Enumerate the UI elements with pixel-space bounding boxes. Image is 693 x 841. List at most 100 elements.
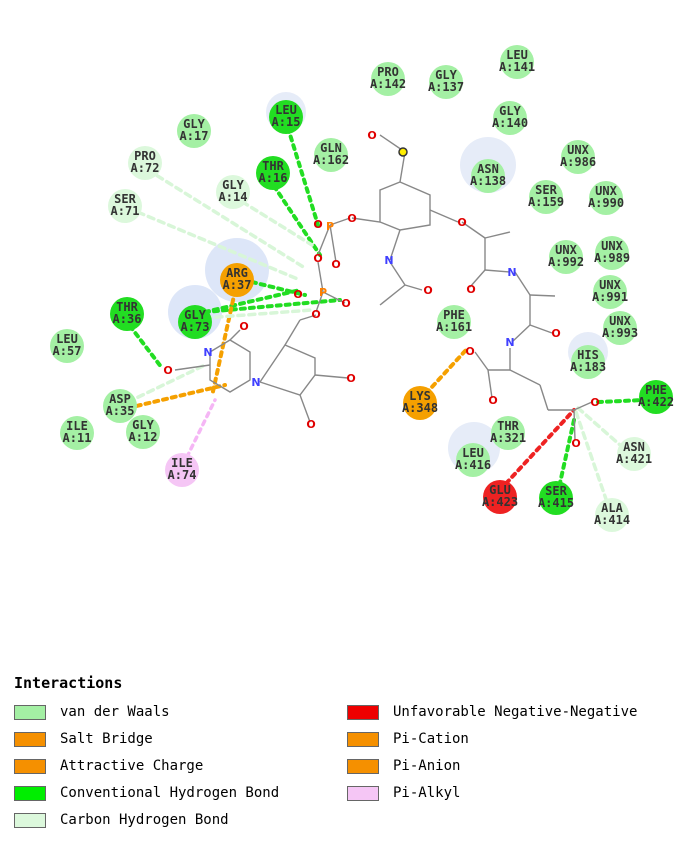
atom-o: O — [466, 283, 475, 296]
residue-chain-number: A:140 — [492, 116, 528, 130]
hbond-gly73-b — [203, 298, 342, 314]
interaction-lines — [126, 126, 647, 507]
legend: Interactions van der Waals Salt Bridge Att… — [14, 674, 693, 841]
hbond-ser415 — [556, 418, 576, 494]
residue-name: ARG — [226, 266, 248, 280]
residue-chain-number: A:14 — [219, 190, 248, 204]
residue-chain-number: A:17 — [180, 129, 209, 143]
residue-circle — [595, 236, 629, 270]
residue-circle — [571, 345, 605, 379]
residue-name: GLY — [499, 104, 521, 118]
legend-swatch — [14, 785, 46, 801]
residue-circle — [314, 138, 348, 172]
residue-circle — [456, 443, 490, 477]
residue-circle — [256, 156, 290, 190]
residue-circle — [617, 437, 651, 471]
residue-circle — [371, 62, 405, 96]
legend-swatch — [347, 704, 379, 720]
residue-chain-number: A:138 — [470, 174, 506, 188]
residue-name: SER — [545, 484, 567, 498]
glu-e — [509, 369, 541, 386]
legend-label: Pi-Cation — [393, 731, 469, 747]
chbond-ala414 — [574, 410, 610, 507]
legend-item: Attractive Charge — [14, 756, 203, 776]
residue-chain-number: A:15 — [272, 115, 301, 129]
atom-o: O — [423, 284, 432, 297]
hbond-phe422 — [596, 398, 647, 404]
glu-f — [539, 384, 549, 411]
residue-name: ILE — [66, 419, 88, 433]
residue-name: SER — [535, 183, 557, 197]
residue-circle — [539, 481, 573, 515]
atom-o: O — [347, 212, 356, 225]
chbond-gly73 — [203, 308, 314, 320]
atom-o: O — [341, 297, 350, 310]
residue-circle — [561, 140, 595, 174]
hbond-gly73-a — [203, 288, 302, 314]
residue-chain-number: A:142 — [370, 77, 406, 91]
residue-name: HIS — [577, 348, 599, 362]
residue-chain-number: A:162 — [313, 153, 349, 167]
atom-o: O — [457, 216, 466, 229]
residue-circle — [500, 45, 534, 79]
lactyl-n — [484, 269, 511, 273]
residue-circle — [177, 114, 211, 148]
residue-circle — [429, 65, 463, 99]
residue-chain-number: A:415 — [538, 496, 574, 510]
uracil-ring — [209, 339, 251, 393]
atom-labels: O O O N O N O O N O O O O O P O O O P O … — [163, 129, 599, 450]
residue-circle — [549, 240, 583, 274]
atom-o: O — [367, 129, 376, 142]
residue-chain-number: A:141 — [499, 60, 535, 74]
residue-name: ASN — [477, 162, 499, 176]
p2-o — [329, 224, 337, 263]
residue-chain-number: A:161 — [436, 320, 472, 334]
legend-item: Pi-Cation — [347, 729, 469, 749]
residue-circle — [593, 275, 627, 309]
legend-item: Salt Bridge — [14, 729, 153, 749]
atom-o: O — [346, 372, 355, 385]
legend-label: van der Waals — [60, 704, 170, 720]
ala-o — [529, 324, 553, 334]
residue-name: LEU — [275, 103, 297, 117]
residue-circle — [216, 175, 250, 209]
residue-chain-number: A:992 — [548, 255, 584, 269]
residue-chain-number: A:421 — [616, 452, 652, 466]
interaction-diagram: O O O N O N O O N O O O O O P O O O P O … — [50, 45, 674, 532]
legend-label: Pi-Alkyl — [393, 785, 461, 801]
residue-circle — [50, 329, 84, 363]
residue-name: LEU — [56, 332, 78, 346]
residue-name: THR — [116, 300, 138, 314]
ribose-o3 — [314, 374, 349, 379]
residue-name: ALA — [601, 501, 623, 515]
n-acetyl-o — [404, 284, 423, 291]
residues: LEUA:141PROA:142GLYA:137LEUA:15GLYA:17GL… — [50, 45, 674, 532]
atom-o: O — [313, 218, 322, 231]
residue-chain-number: A:36 — [113, 312, 142, 326]
atom-o: O — [571, 437, 580, 450]
legend-swatch — [14, 758, 46, 774]
residue-chain-number: A:990 — [588, 196, 624, 210]
atom-o: O — [331, 258, 340, 271]
residue-name: PHE — [645, 383, 667, 397]
uracil-c4o — [174, 364, 211, 371]
atom-o: O — [311, 308, 320, 321]
legend-item: Conventional Hydrogen Bond — [14, 783, 279, 803]
